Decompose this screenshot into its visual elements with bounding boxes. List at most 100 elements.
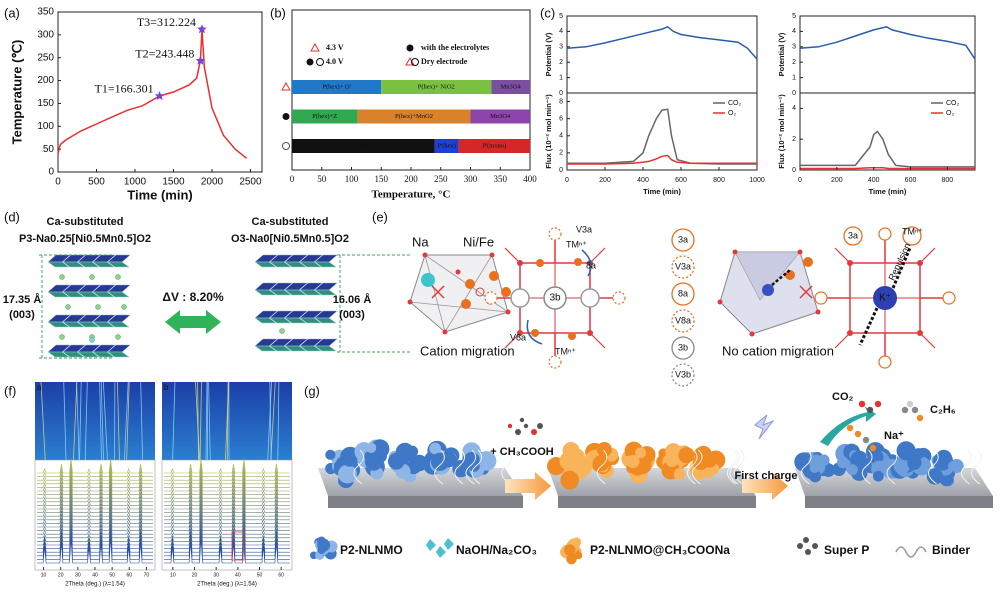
segment-label: Mn3O4 <box>490 113 511 120</box>
na-ion <box>65 304 71 310</box>
diffraction-pattern <box>164 523 290 539</box>
x-axis-label: Time (min) <box>869 187 907 196</box>
annotation-marker <box>195 55 206 65</box>
particle-grain <box>846 464 858 476</box>
binder-strand <box>691 449 703 485</box>
anion <box>489 252 495 258</box>
site-label: 8a <box>586 260 596 270</box>
x-tick-label: 50 <box>109 572 115 578</box>
site-label: 3b <box>549 293 561 304</box>
anion <box>717 299 723 305</box>
octahedra-bottom <box>254 261 277 268</box>
diffraction-pattern <box>37 458 153 474</box>
data-line <box>800 166 975 170</box>
data-line <box>57 29 248 159</box>
y-axis-label: Flux (10⁻² mol min⁻¹) <box>544 94 553 169</box>
anion <box>815 309 821 315</box>
caption: Cation migration <box>420 343 515 358</box>
diffraction-pattern <box>164 484 290 499</box>
heatmap-streak <box>73 381 78 461</box>
panel-label: (a) <box>4 5 20 20</box>
range-segment <box>292 80 382 94</box>
binder-strand <box>960 449 972 485</box>
heatmap-streak <box>270 381 276 461</box>
na-ion <box>121 304 127 310</box>
site-3a <box>843 226 863 246</box>
structure-title: P3-Na0.25[Ni0.5Mn0.5]O2 <box>19 233 151 245</box>
panel-label: (b) <box>270 5 286 20</box>
legend-label: Binder <box>932 543 970 557</box>
y-tick-label: 350 <box>37 7 54 18</box>
lattice-node <box>517 260 523 266</box>
octahedra-bottom <box>314 317 337 324</box>
particle-grain <box>635 447 647 459</box>
heatmap-streak <box>140 381 143 461</box>
gas-atom <box>862 436 870 444</box>
x-tick-label: 300 <box>464 174 478 184</box>
y-axis-label: Potential (V) <box>544 32 553 76</box>
diffraction-pattern <box>164 473 290 488</box>
x-tick-label: 0 <box>798 177 802 184</box>
y-tick-label: 1 <box>559 74 563 81</box>
octahedra-bottom <box>62 261 85 268</box>
binder-strand <box>729 449 740 485</box>
diffraction-pattern <box>164 530 290 546</box>
particle-grain <box>673 468 686 480</box>
tm-ion <box>568 332 576 340</box>
carbon-icon <box>805 549 811 555</box>
octahedra-bottom <box>77 351 100 358</box>
segment-label: P(hex)+ NiO2 <box>418 83 455 90</box>
site-legend <box>671 282 695 306</box>
heatmap-streak <box>99 381 102 461</box>
x-tick-label: 60 <box>127 572 133 578</box>
na-ion <box>115 274 121 280</box>
range-segment <box>381 80 492 94</box>
lattice-bond <box>834 247 851 264</box>
octahedra-bottom <box>299 261 322 268</box>
y-tick-label: 0 <box>559 90 563 97</box>
anion <box>407 299 413 305</box>
range-segment <box>357 109 471 124</box>
gas-atom <box>858 400 866 408</box>
legend-marker <box>281 81 291 91</box>
polyhedron-edge <box>409 301 509 313</box>
ion-label: Ni/Fe <box>463 234 494 249</box>
diffraction-pattern <box>37 480 153 495</box>
x-tick-label: 70 <box>144 572 150 578</box>
site-legend-label: 3b <box>678 342 688 352</box>
octahedra-bottom <box>47 351 70 358</box>
particle-grain <box>703 453 717 468</box>
octahedra-bottom <box>254 289 277 296</box>
range-segment <box>292 109 358 124</box>
lattice-site <box>612 291 626 305</box>
annotation-marker <box>197 24 207 34</box>
lattice-site <box>942 291 956 305</box>
ion-label: TMⁿ⁺ <box>902 226 923 236</box>
lattice-bond <box>504 247 521 264</box>
diffraction-pattern <box>37 512 153 528</box>
diffraction-pattern <box>164 520 290 535</box>
particle-grain <box>325 449 336 460</box>
x-tick-label: 250 <box>434 174 448 184</box>
site-legend-label: 8a <box>678 288 688 298</box>
repulsion-arrow <box>891 247 912 289</box>
legend-marker <box>282 113 290 120</box>
pattern-area <box>161 459 293 571</box>
heatmap-streak <box>199 381 202 461</box>
octahedra-bottom <box>284 289 307 296</box>
x-tick-label: 400 <box>637 177 649 184</box>
gas-atom <box>854 430 862 438</box>
x-tick-label: 50 <box>257 572 263 578</box>
site-3b <box>580 288 600 308</box>
diffraction-pattern <box>37 523 153 539</box>
legend-label: CO₂ <box>946 100 960 107</box>
na-ion <box>115 334 121 340</box>
y-tick-label: 100 <box>37 121 54 132</box>
legend-label: P2-NLNMO@CH₃COONa <box>590 543 730 557</box>
y-tick-label: 150 <box>37 98 54 109</box>
plot-frame <box>566 92 758 171</box>
diffraction-pattern <box>164 505 290 521</box>
site-3b <box>510 288 530 308</box>
octahedra-bottom <box>254 345 277 352</box>
